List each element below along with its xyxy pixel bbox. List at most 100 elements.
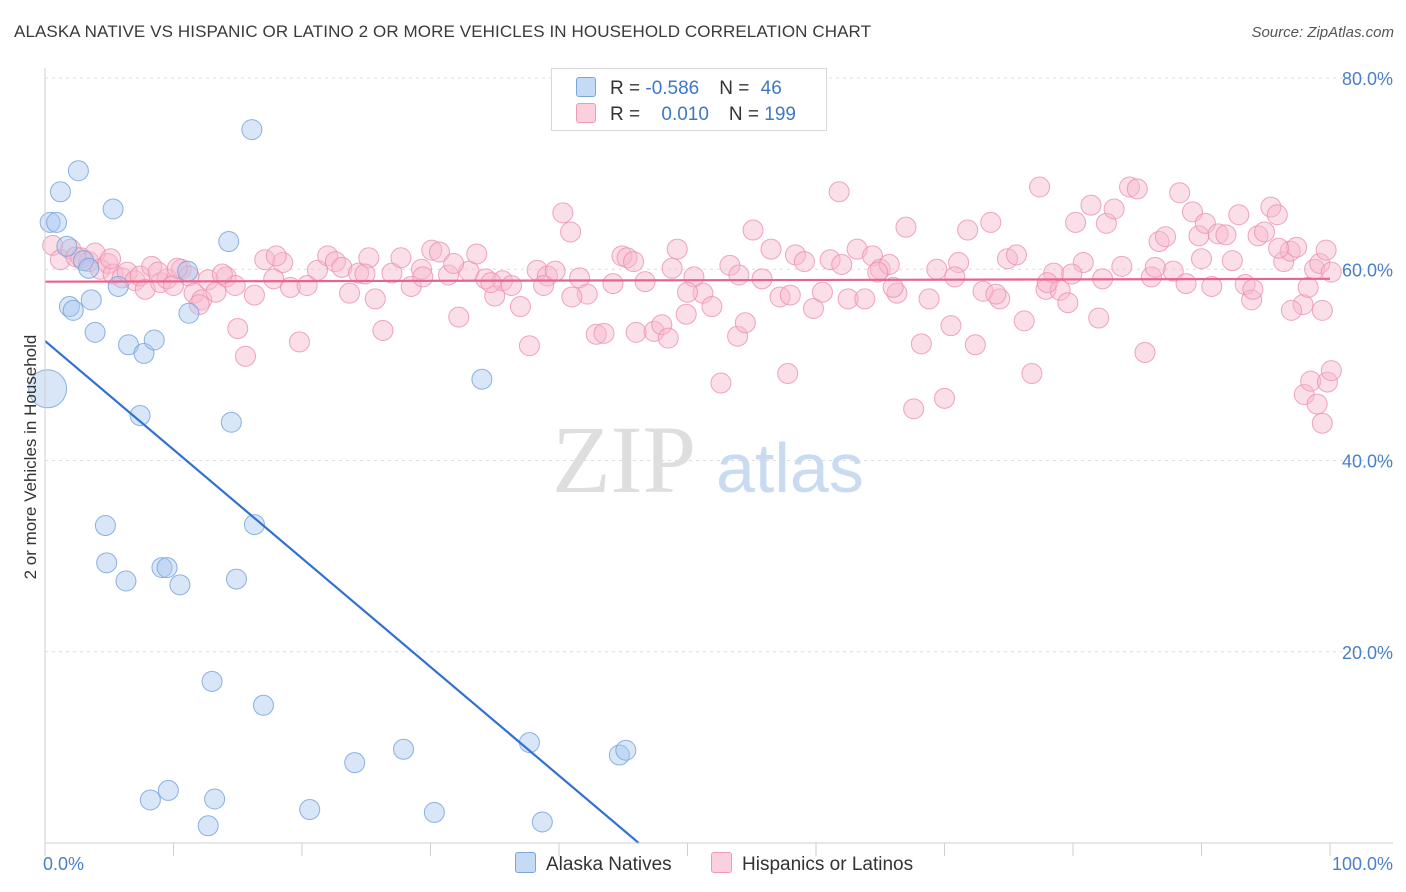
- alaska-native-point: [225, 568, 247, 590]
- alaska-native-point: [96, 552, 118, 574]
- hispanic-point: [411, 258, 433, 280]
- hispanic-point: [272, 252, 294, 274]
- alaska-native-point: [49, 181, 71, 203]
- hispanic-point: [623, 251, 645, 273]
- hispanic-point: [1207, 223, 1229, 245]
- y-tick-label: 80.0%: [1342, 69, 1393, 89]
- hispanic-point: [625, 321, 647, 343]
- hispanic-point: [661, 257, 683, 279]
- hispanic-point: [324, 251, 346, 273]
- hispanic-point: [811, 281, 833, 303]
- hispanic-point: [1242, 278, 1264, 300]
- hispanic-point: [903, 398, 925, 420]
- hispanic-point: [390, 247, 412, 269]
- hispanic-point: [934, 387, 955, 409]
- y-tick-label: 20.0%: [1342, 643, 1393, 663]
- hispanic-point: [1292, 294, 1314, 316]
- hispanic-point: [134, 278, 156, 300]
- bottom-legend-alaska: Alaska Natives: [515, 852, 672, 876]
- hispanic-point: [1144, 256, 1166, 278]
- legend-n-label: N =: [719, 78, 755, 99]
- bottom-legend-hispanic: Hispanics or Latinos: [711, 852, 913, 876]
- legend-r-value: -0.586: [645, 78, 700, 99]
- alaska-native-point: [204, 788, 226, 810]
- hispanic-point: [509, 296, 531, 318]
- hispanic-point: [677, 281, 698, 303]
- hispanic-point: [265, 245, 287, 267]
- trend-lines: [44, 277, 1331, 844]
- hispanic-point: [1320, 360, 1342, 382]
- hispanic-point: [1273, 251, 1295, 273]
- hispanic-point: [854, 288, 876, 310]
- chart-title: ALASKA NATIVE VS HISPANIC OR LATINO 2 OR…: [14, 22, 872, 41]
- hispanic-point: [948, 252, 970, 274]
- hispanic-point: [1241, 289, 1263, 311]
- hispanic-point: [1126, 178, 1148, 200]
- hispanic-point: [751, 268, 773, 290]
- hispanic-point: [339, 282, 361, 304]
- legend-swatch-alaska: [576, 77, 596, 97]
- hispanic-point: [666, 238, 688, 260]
- hispanic-point: [288, 331, 310, 353]
- hispanic-point: [701, 296, 723, 318]
- hispanic-point: [576, 283, 598, 305]
- hispanic-point: [421, 239, 443, 261]
- hispanic-point: [1080, 194, 1102, 216]
- alaska-native-point: [241, 119, 263, 141]
- hispanic-point: [1036, 272, 1058, 294]
- hispanic-point: [263, 268, 285, 290]
- hispanic-point: [1013, 310, 1035, 332]
- alaska-native-point: [151, 557, 173, 579]
- hispanic-point: [484, 285, 506, 307]
- hispanic-point: [448, 306, 470, 328]
- hispanic-point: [354, 263, 376, 285]
- y-tick-label: 40.0%: [1342, 452, 1393, 472]
- hispanic-point: [1315, 239, 1337, 261]
- alaska-natives-trend-line: [44, 340, 640, 844]
- hispanic-point: [944, 266, 966, 288]
- hispanics-trend-line: [44, 277, 1331, 283]
- hispanic-point: [1201, 275, 1223, 297]
- hispanic-point: [234, 345, 256, 367]
- watermark-atlas: atlas: [716, 429, 864, 507]
- hispanic-point: [710, 372, 732, 394]
- hispanic-point: [560, 221, 582, 243]
- hispanic-point: [1057, 292, 1079, 314]
- hispanic-point: [1316, 371, 1338, 393]
- hispanic-point: [862, 245, 884, 267]
- hispanic-point: [1311, 412, 1333, 434]
- axes: 20.0% 40.0% 60.0% 80.0% 0.0% 100.0%: [43, 68, 1393, 874]
- alaska-native-point: [102, 198, 124, 220]
- alaska-native-point: [46, 211, 68, 233]
- alaska-native-point: [178, 302, 200, 324]
- hispanic-point: [500, 275, 522, 297]
- bottom-legend-swatch-alaska: [515, 852, 536, 873]
- hispanic-point: [166, 257, 188, 279]
- bottom-legend-swatch-hispanic: [711, 852, 732, 873]
- hispanic-point: [1297, 276, 1319, 298]
- bottom-legend-label-alaska: Alaska Natives: [546, 854, 672, 875]
- hispanic-point: [734, 312, 756, 334]
- hispanic-point: [1169, 182, 1191, 204]
- hispanic-point: [593, 322, 615, 344]
- alaska-native-point: [220, 411, 242, 433]
- hispanic-point: [412, 266, 434, 288]
- legend-row-alaska: R = -0.586 N = 46: [576, 77, 782, 101]
- hispanic-point: [616, 247, 638, 269]
- alaska-native-point: [169, 574, 191, 596]
- hispanic-point: [141, 255, 163, 277]
- hispanic-point: [1309, 253, 1331, 275]
- hispanic-point: [518, 335, 540, 357]
- hispanic-point: [1029, 176, 1051, 198]
- alaska-native-point: [252, 694, 274, 716]
- alaska-native-point: [218, 231, 240, 253]
- hispanic-point: [878, 253, 900, 275]
- hispanic-point: [867, 261, 889, 283]
- hispanic-point: [1306, 393, 1328, 415]
- hispanic-point: [793, 251, 815, 273]
- hispanic-point: [1175, 273, 1197, 295]
- hispanic-point: [1111, 255, 1133, 277]
- hispanic-point: [985, 283, 1007, 305]
- hispanic-point: [819, 249, 841, 271]
